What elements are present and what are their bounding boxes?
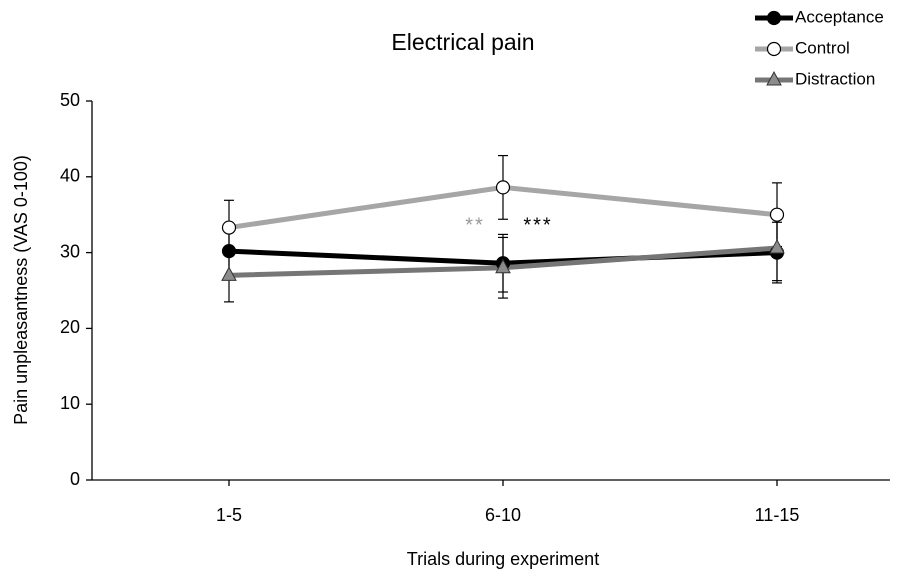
chart-title: Electrical pain [391, 29, 534, 55]
marker [766, 70, 782, 86]
legend-label: Distraction [795, 69, 875, 88]
y-tick-label: 30 [60, 241, 80, 261]
x-tick-label: 1-5 [216, 505, 242, 525]
legend-label: Acceptance [795, 7, 884, 26]
y-tick-label: 20 [60, 317, 80, 337]
y-tick-label: 40 [60, 166, 80, 186]
marker [221, 220, 237, 235]
marker [221, 243, 237, 259]
marker [766, 10, 782, 26]
marker [766, 41, 782, 57]
marker [769, 238, 785, 254]
annotation: *** [523, 214, 552, 236]
annotation: ** [465, 214, 485, 236]
x-axis-title: Trials during experiment [407, 549, 599, 569]
marker [221, 266, 237, 281]
y-axis-title: Pain unpleasantness (VAS 0-100) [11, 155, 31, 425]
legend-label: Control [795, 38, 850, 57]
y-tick-label: 0 [70, 469, 80, 489]
marker [495, 180, 511, 195]
y-tick-label: 10 [60, 393, 80, 413]
marker [769, 207, 785, 222]
x-tick-label: 6-10 [485, 505, 521, 525]
marker [495, 258, 511, 274]
y-tick-label: 50 [60, 90, 80, 110]
x-tick-label: 11-15 [755, 505, 800, 525]
